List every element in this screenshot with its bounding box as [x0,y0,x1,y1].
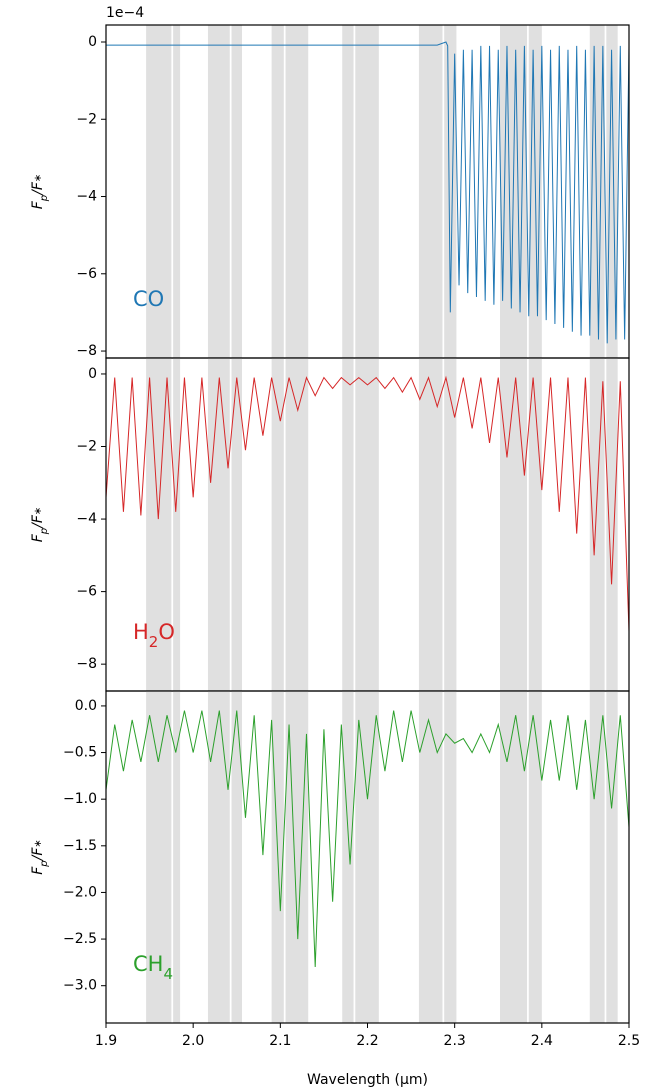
shaded-band [285,358,309,691]
y-label-part: F [30,200,46,209]
shaded-band [499,691,528,1023]
spectrum-line [106,375,629,632]
shaded-band [207,358,230,691]
spectrum-line [106,710,629,968]
shaded-band [355,358,379,691]
shaded-band [355,25,379,358]
y-label-part: /F [30,847,46,863]
y-tick-label: −2.0 [63,884,97,900]
y-tick-label: −6 [76,266,97,282]
y-label-part: F [30,533,46,542]
y-tick-label: −1.0 [63,791,97,807]
y-tick-label: −2 [76,439,97,455]
offset-label: 1e−4 [106,5,144,21]
species-label-part: 4 [163,965,173,983]
y-tick-label: −4 [76,511,97,527]
shaded-band [231,691,242,1023]
y-tick-label: −4 [76,189,97,205]
y-axis-label: Fp/F∗ [30,507,50,543]
shaded-band [589,691,605,1023]
species-label-part: 2 [149,633,159,651]
y-tick-label: 0 [88,34,97,50]
y-tick-label: −1.5 [63,838,97,854]
x-tick-label: 2.4 [531,1033,553,1049]
y-label-part: ∗ [33,174,44,182]
y-label-part: /F [30,181,46,197]
y-label-part: p [39,860,50,867]
shaded-band [207,25,230,358]
shaded-band [499,358,528,691]
shaded-band [271,25,284,358]
y-tick-label: 0.0 [75,698,97,714]
shaded-band [418,691,443,1023]
y-label-part: /F [30,514,46,530]
shaded-band [589,358,605,691]
shaded-band [342,25,354,358]
shaded-band [355,691,379,1023]
y-axis-label: Fp/F∗ [30,839,50,875]
shaded-band [444,358,457,691]
y-tick-label: −3.0 [63,978,97,994]
shaded-band [418,358,443,691]
y-tick-label: −2.5 [63,931,97,947]
species-label: CH4 [133,952,173,983]
x-tick-label: 1.9 [95,1033,117,1049]
species-label-part: CO [133,287,164,311]
species-label: H2O [133,620,175,651]
y-axis-label: Fp/F∗ [30,174,50,210]
x-tick-label: 2.0 [182,1033,204,1049]
y-label-part: ∗ [33,507,44,515]
y-tick-label: −8 [76,343,97,359]
y-tick-label: −6 [76,584,97,600]
x-tick-label: 2.2 [356,1033,378,1049]
species-label: CO [133,287,164,311]
shaded-band [271,358,284,691]
x-tick-label: 2.5 [618,1033,640,1049]
shaded-band [528,691,542,1023]
spectrum-line [106,41,629,344]
species-label-part: CH [133,952,163,976]
y-label-part: F [30,866,46,875]
species-label-part: O [158,620,175,644]
shaded-band [342,358,354,691]
x-tick-label: 2.1 [269,1033,291,1049]
shaded-band [146,358,172,691]
shaded-band [444,691,457,1023]
shaded-band [173,691,181,1023]
shaded-band [418,25,443,358]
x-tick-label: 2.3 [444,1033,466,1049]
y-tick-label: −2 [76,111,97,127]
y-label-part: ∗ [33,839,44,847]
shaded-band [606,25,618,358]
shaded-band [231,358,242,691]
shaded-band [146,25,172,358]
y-tick-label: 0 [88,366,97,382]
shaded-band [207,691,230,1023]
shaded-band [285,25,309,358]
shaded-band [146,691,172,1023]
shaded-band [606,691,618,1023]
shaded-band [173,358,181,691]
shaded-band [173,25,181,358]
shaded-band [606,358,618,691]
y-label-part: p [39,195,50,202]
y-label-part: p [39,528,50,535]
shaded-band [528,358,542,691]
species-label-part: H [133,620,149,644]
x-axis-label: Wavelength (μm) [307,1072,428,1088]
shaded-band [231,25,242,358]
shaded-band [342,691,354,1023]
y-tick-label: −0.5 [63,745,97,761]
y-tick-label: −8 [76,656,97,672]
shaded-band [285,691,309,1023]
